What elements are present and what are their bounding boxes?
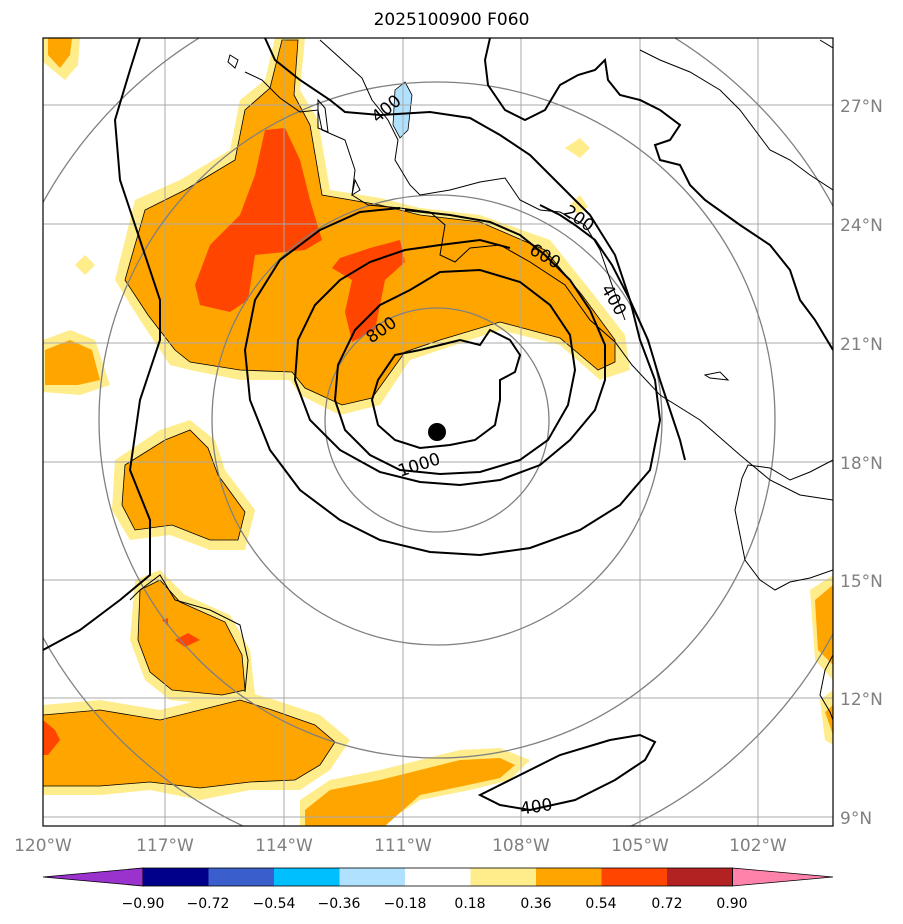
colorbar-tick: 0.18 [454,896,485,912]
lat-label-21: 21°N [840,335,883,355]
range-rings [43,38,833,826]
storm-center-marker [428,423,446,441]
lat-labels: 27°N 24°N 21°N 18°N 15°N 12°N 9°N [840,97,883,829]
colorbar-tick: −0.90 [122,896,165,912]
colorbar-segment [208,868,275,886]
shaded-outline [43,39,616,789]
colorbar-extend-high [732,867,834,887]
colorbar-tick: 0.36 [520,896,551,912]
colorbar-tick: −0.18 [384,896,427,912]
lon-label-120: 120°W [14,836,72,856]
lon-label-117: 117°W [136,836,194,856]
colorbar-segment [405,868,471,886]
shaded-field-strong [43,128,405,755]
plot-title: 2025100900 F060 [373,10,530,30]
colorbar-tick: −0.54 [253,896,296,912]
lat-label-24: 24°N [840,216,883,236]
lat-label-15: 15°N [840,572,883,592]
lon-label-102: 102°W [729,836,787,856]
lon-label-111: 111°W [374,836,432,856]
lat-label-12: 12°N [840,690,883,710]
lon-labels: 120°W 117°W 114°W 111°W 108°W 105°W 102°… [14,836,787,856]
lon-label-108: 108°W [492,836,550,856]
colorbar-segment [339,868,406,886]
colorbar [42,867,834,887]
lon-label-105: 105°W [611,836,669,856]
lat-label-9: 9°N [840,809,872,829]
lat-label-18: 18°N [840,454,883,474]
colorbar-tick: 0.54 [585,896,616,912]
map-area: 400 200 400 600 800 1000 400 [43,38,833,826]
colorbar-segment [667,868,733,886]
lon-label-114: 114°W [255,836,313,856]
colorbar-segment [143,868,209,886]
colorbar-segment [274,868,340,886]
coastlines [129,39,833,721]
colorbar-extend-low [42,867,144,887]
shaded-field-medium [43,38,833,826]
map-frame [42,37,834,827]
contour-label-400-bottom: 400 [519,795,554,819]
colorbar-outline [142,867,733,887]
colorbar-tick: −0.72 [187,896,230,912]
lat-label-27: 27°N [840,97,883,117]
gridlines [43,38,833,826]
colorbar-tick: 0.90 [716,896,747,912]
colorbar-segment [470,868,537,886]
colorbar-segment [536,868,602,886]
colorbar-tick: 0.72 [651,896,682,912]
colorbar-tick: −0.36 [318,896,361,912]
colorbar-segment [601,868,668,886]
contours [43,38,833,812]
colorbar-tick-labels: −0.90 −0.72 −0.54 −0.36 −0.18 0.18 0.36 … [122,896,748,912]
